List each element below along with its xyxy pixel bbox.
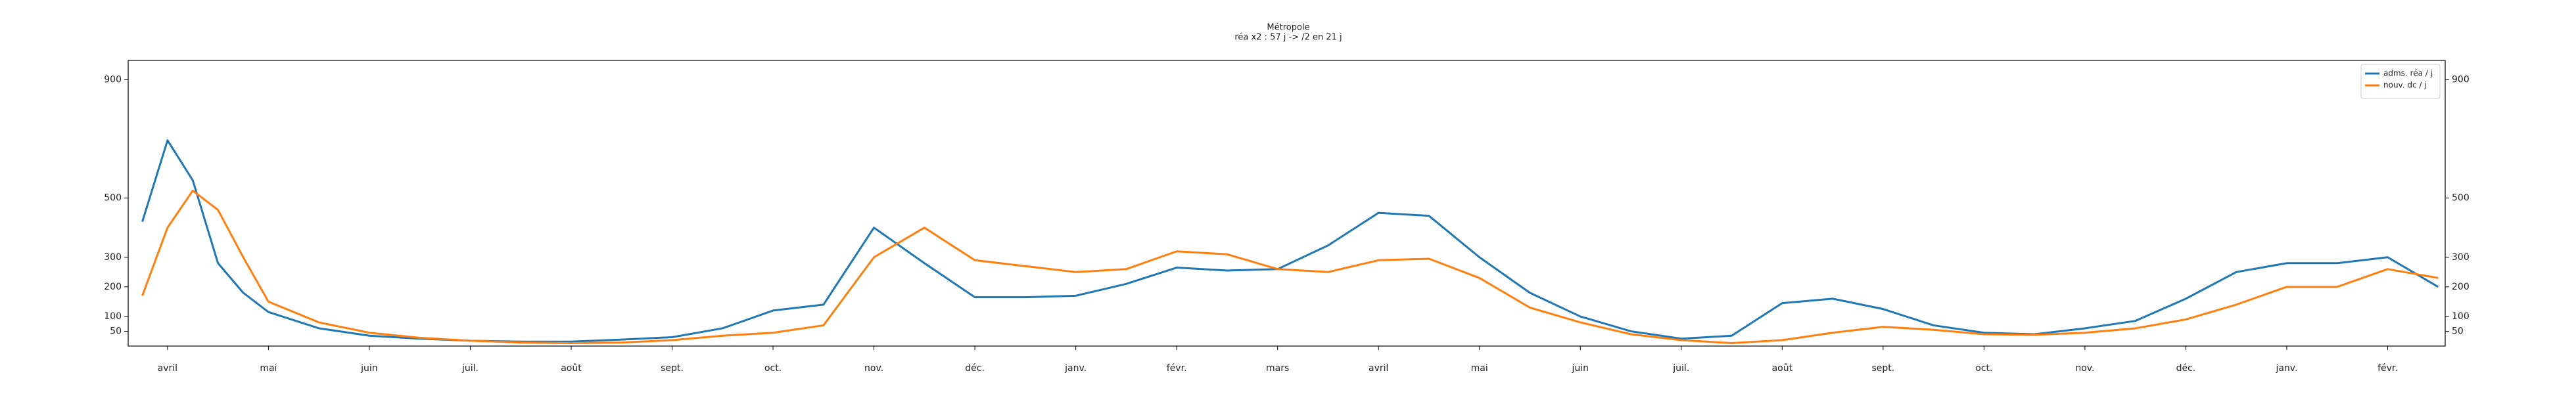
y2-tick-label: 50: [2452, 326, 2464, 336]
y-tick-label: 50: [110, 326, 122, 336]
x-tick-label: août: [1772, 363, 1793, 374]
x-tick-label: janv.: [2275, 363, 2297, 374]
x-tick-label: juil.: [461, 363, 479, 374]
x-tick-label: déc.: [2176, 363, 2196, 374]
chart-subtitle: réa x2 : 57 j -> /2 en 21 j: [1234, 33, 1342, 43]
x-tick-label: juil.: [1672, 363, 1689, 374]
x-tick-label: janv.: [1064, 363, 1087, 374]
x-tick-label: mai: [260, 363, 277, 374]
y2-tick-label: 500: [2452, 193, 2470, 204]
y-tick-label: 900: [104, 74, 122, 85]
y-tick-label: 500: [104, 193, 122, 204]
series-line: [141, 139, 2439, 343]
x-tick-label: déc.: [965, 363, 985, 374]
x-tick-label: févr.: [2377, 363, 2398, 374]
y-tick-label: 200: [104, 282, 122, 292]
x-tick-label: juin: [1572, 363, 1589, 374]
y2-tick-label: 100: [2452, 311, 2470, 322]
x-tick-label: août: [561, 363, 582, 374]
y2-tick-label: 200: [2452, 282, 2470, 292]
legend-label: nouv. dc / j: [2383, 81, 2427, 90]
x-tick-label: févr.: [1167, 363, 1187, 374]
legend-label: adms. réa / j: [2383, 69, 2433, 78]
plot-area: [128, 60, 2446, 347]
x-tick-label: nov.: [2075, 363, 2094, 374]
y2-tick-label: 900: [2452, 74, 2470, 85]
x-tick-label: juin: [360, 363, 378, 374]
legend-box: [2360, 64, 2441, 99]
x-tick-label: nov.: [864, 363, 883, 374]
y2-tick-label: 300: [2452, 252, 2470, 263]
x-tick-label: mai: [1471, 363, 1488, 374]
x-tick-label: oct.: [764, 363, 782, 374]
x-tick-label: sept.: [661, 363, 684, 374]
x-tick-label: avril: [158, 363, 177, 374]
chart-title: Métropole: [1267, 23, 1309, 33]
y-tick-label: 300: [104, 252, 122, 263]
x-tick-label: sept.: [1871, 363, 1894, 374]
x-tick-label: avril: [1369, 363, 1388, 374]
y-tick-label: 100: [104, 311, 122, 322]
x-tick-label: mars: [1266, 363, 1289, 374]
series-line: [141, 189, 2439, 344]
x-tick-label: oct.: [1975, 363, 1992, 374]
